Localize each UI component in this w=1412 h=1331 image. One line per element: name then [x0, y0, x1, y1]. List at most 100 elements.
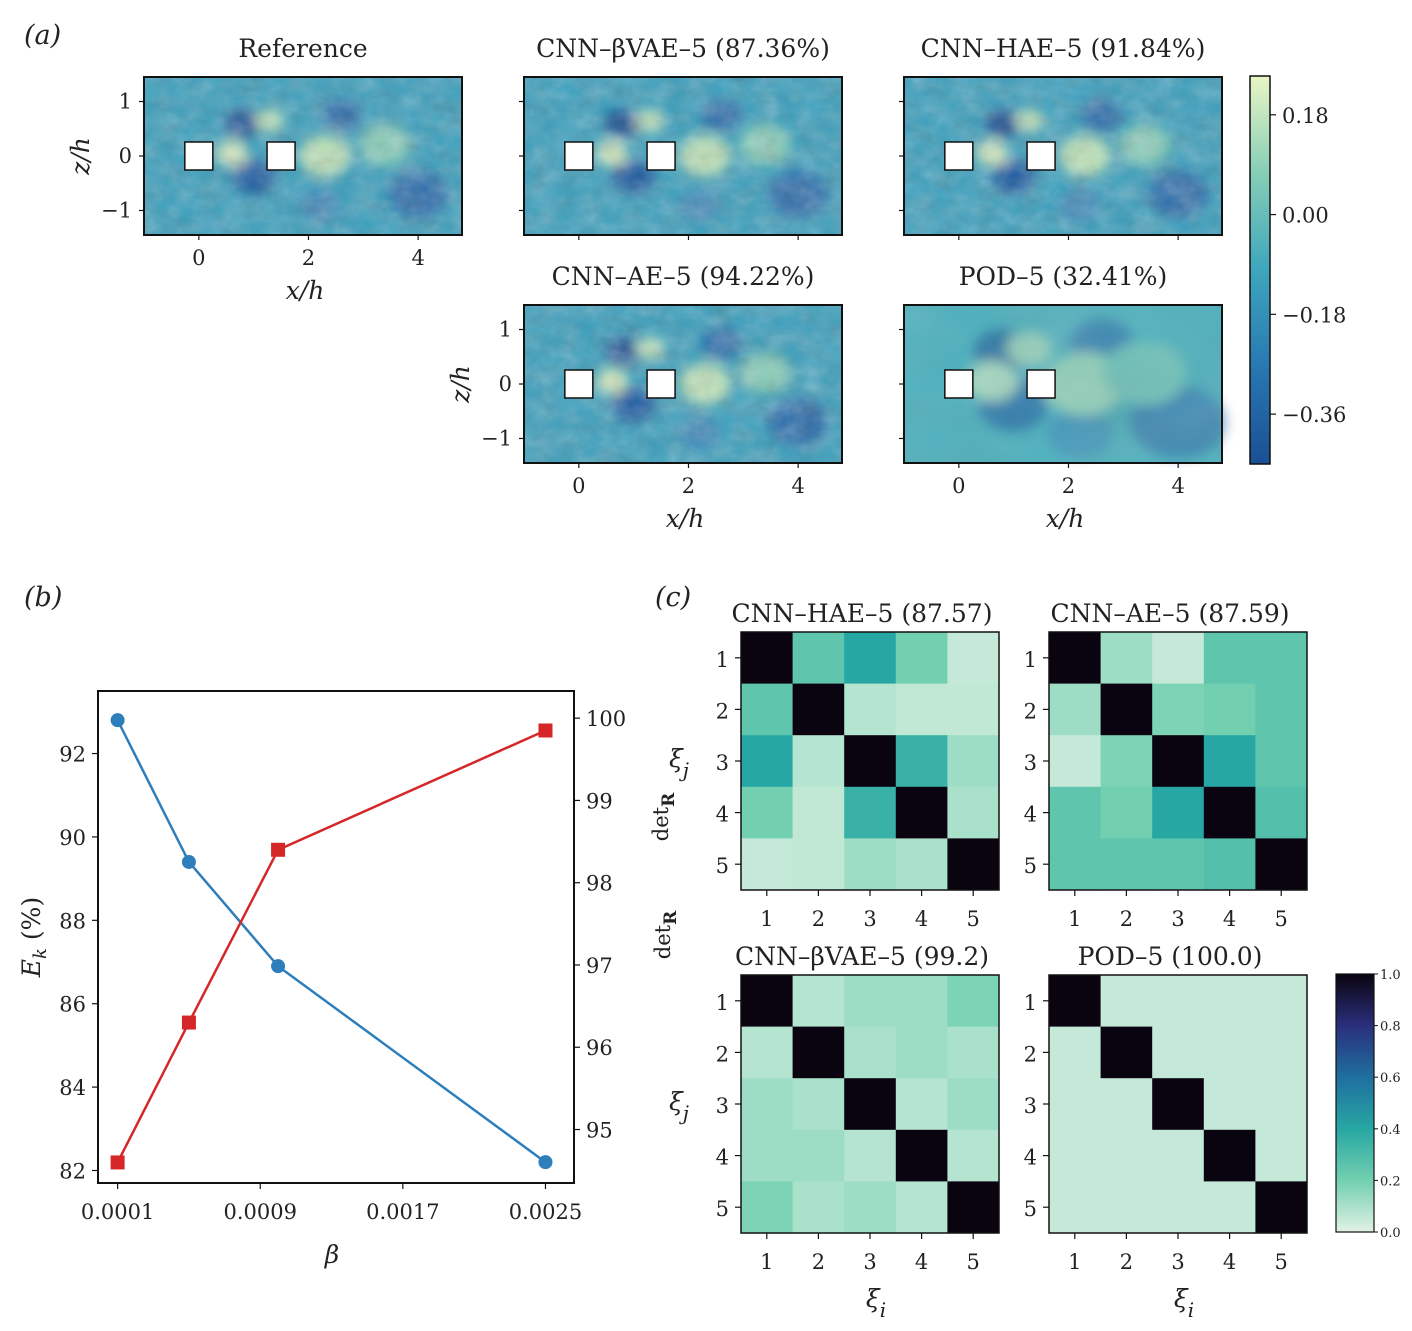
- matrix-cell: [1203, 786, 1256, 839]
- matrix-cell: [1100, 1078, 1153, 1131]
- y-tick-label: 1: [1024, 991, 1037, 1015]
- flow-panel: CNN–βVAE–5 (87.36%): [519, 34, 843, 240]
- x-tick-label: 4: [915, 907, 928, 931]
- matrix-cell: [1100, 786, 1153, 839]
- x-tick-label: 4: [411, 246, 424, 270]
- x-axis-label: β: [324, 1240, 339, 1269]
- x-tick-label: 3: [863, 1250, 876, 1274]
- colorbar-tick-label: 0.00: [1282, 204, 1329, 228]
- y-tick-label: 4: [1024, 803, 1037, 827]
- data-point-circle: [181, 854, 196, 869]
- matrix-cell: [1100, 1181, 1153, 1234]
- obstacle: [1026, 141, 1056, 171]
- matrix-cell: [1152, 632, 1205, 685]
- matrix-cell: [741, 1078, 794, 1131]
- matrix-cell: [1100, 838, 1153, 891]
- matrix-cell: [741, 683, 794, 736]
- obstacle: [646, 369, 676, 399]
- matrix-cell: [947, 1181, 1000, 1234]
- colorbar-tick-label: 0.18: [1282, 104, 1329, 128]
- flow-panel: CNN–AE–5 (94.22%) 1 0 −1 0 2 4 x/h z/h: [446, 262, 843, 533]
- matrix-cell: [1255, 975, 1308, 1028]
- x-tick-label: 0.0001: [81, 1200, 154, 1224]
- y-axis-label-left: Ek (%): [17, 897, 51, 978]
- matrix-cell: [844, 1181, 897, 1234]
- data-point-circle: [110, 713, 125, 728]
- matrix-cell: [741, 735, 794, 788]
- flow-panel: CNN–HAE–5 (91.84%): [899, 34, 1223, 240]
- flow-panel-title: CNN–βVAE–5 (87.36%): [536, 34, 830, 63]
- x-tick-label: 2: [812, 907, 825, 931]
- x-tick-label: 2: [1120, 907, 1133, 931]
- matrix-cell: [947, 1129, 1000, 1182]
- matrix-cell: [844, 975, 897, 1028]
- colorbar-tick-label: 0.8: [1380, 1020, 1401, 1035]
- y-tick-label-right: 99: [586, 789, 613, 813]
- matrix-cell: [947, 1078, 1000, 1131]
- flow-panel: Reference 1 0 −1 0 2 4 x/h z/h: [66, 34, 463, 305]
- matrix-cell: [1100, 632, 1153, 685]
- correlation-matrix: POD–5 (100.0) 1 1 2 2 3 3 4 4 5 5 ξi: [1024, 942, 1308, 1322]
- y-tick-label: 5: [716, 1197, 729, 1221]
- matrix-cell: [1203, 632, 1256, 685]
- matrix-cell: [844, 683, 897, 736]
- x-tick-label: 5: [967, 907, 980, 931]
- y-tick-label: 5: [1024, 854, 1037, 878]
- matrix-cell: [947, 838, 1000, 891]
- matrix-cell: [741, 1181, 794, 1234]
- y-tick-label: 2: [716, 699, 729, 723]
- x-tick-label: 1: [760, 1250, 773, 1274]
- y-tick-label: 2: [1024, 1042, 1037, 1066]
- matrix-title: CNN–AE–5 (87.59): [1050, 599, 1289, 628]
- y-tick-label-left: 86: [59, 993, 86, 1017]
- matrix-cell: [1049, 1129, 1102, 1182]
- x-tick-label: 0.0025: [509, 1200, 582, 1224]
- matrix-cell: [792, 975, 845, 1028]
- matrix-cell: [1203, 975, 1256, 1028]
- x-tick-label: 3: [863, 907, 876, 931]
- y-tick-label: 4: [716, 803, 729, 827]
- x-tick-label: 4: [1223, 1250, 1236, 1274]
- matrix-cell: [792, 683, 845, 736]
- y-axis-label: ξj: [669, 744, 689, 782]
- y-axis-label: z/h: [66, 137, 95, 176]
- matrix-cell: [741, 975, 794, 1028]
- x-tick-label: 5: [1275, 907, 1288, 931]
- colorbar-tick-label: 0.6: [1380, 1071, 1401, 1086]
- panel-label-a: (a): [24, 20, 61, 51]
- y-tick-label-right: 98: [586, 872, 613, 896]
- matrix-cell: [895, 1181, 948, 1234]
- data-point-square: [181, 1015, 196, 1030]
- obstacle: [944, 141, 974, 171]
- matrix-cell: [1100, 975, 1153, 1028]
- y-tick-label-left: 92: [59, 743, 86, 767]
- correlation-matrix: CNN–AE–5 (87.59) 1 1 2 2 3 3 4 4 5 5: [1024, 599, 1308, 931]
- x-tick-label: 0: [572, 474, 585, 498]
- obstacle: [184, 141, 214, 171]
- y-tick-label: 1: [716, 991, 729, 1015]
- obstacle: [944, 369, 974, 399]
- plot-area: [97, 690, 575, 1184]
- x-tick-label: 2: [1062, 474, 1075, 498]
- x-axis-label: ξi: [1174, 1284, 1194, 1322]
- matrix-cell: [1152, 1078, 1205, 1131]
- obstacle: [646, 141, 676, 171]
- data-point-square: [538, 723, 553, 738]
- matrix-cell: [1255, 632, 1308, 685]
- y-tick-label: 2: [1024, 699, 1037, 723]
- matrix-cell: [792, 786, 845, 839]
- matrix-cell: [895, 1078, 948, 1131]
- x-tick-label: 2: [302, 246, 315, 270]
- x-tick-label: 4: [791, 474, 804, 498]
- matrix-cell: [895, 735, 948, 788]
- data-point-square: [110, 1155, 125, 1170]
- beta-sweep-chart: 0.0001 0.0009 0.0017 0.0025 82 84 86 88 90 92 95 96…: [17, 690, 679, 1269]
- matrix-cell: [844, 1026, 897, 1079]
- y-tick-label-left: 82: [59, 1159, 86, 1183]
- x-tick-label: 3: [1171, 907, 1184, 931]
- matrix-cell: [1255, 1026, 1308, 1079]
- colorbar-a: [1249, 75, 1271, 465]
- y-tick-label-right: 96: [586, 1036, 613, 1060]
